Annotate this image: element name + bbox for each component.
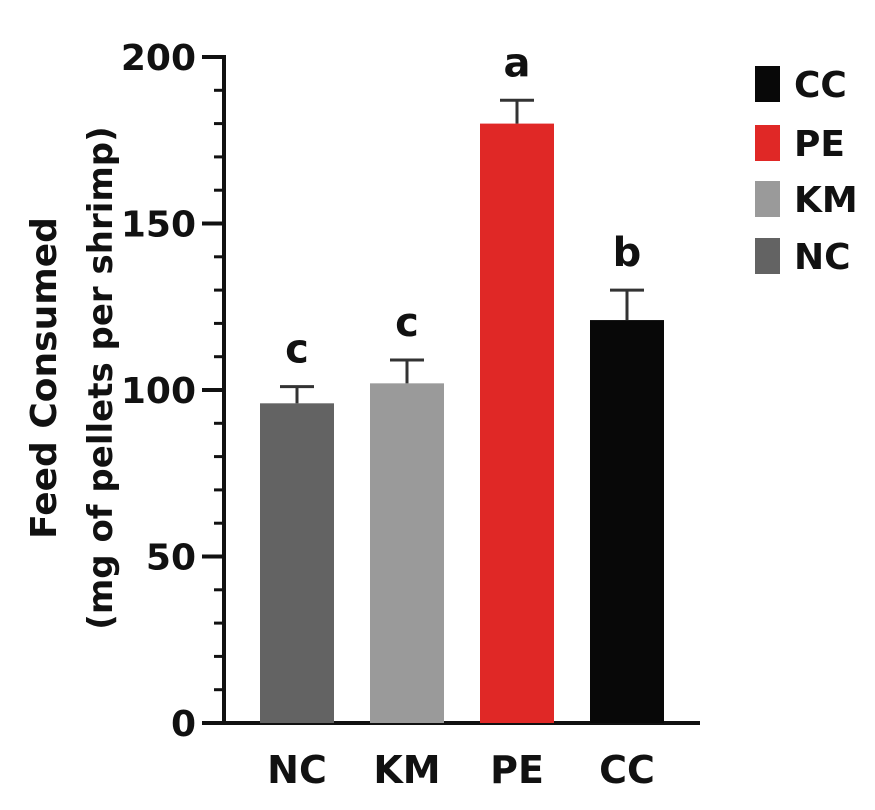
x-tick-label: KM [373,748,440,792]
x-tick-label: NC [267,748,327,792]
bar-km [370,383,444,723]
bars: c NC c KM a PE b CC [260,40,664,792]
y-tick-label: 150 [121,205,196,246]
legend-label-nc: NC [794,237,851,278]
x-tick-label: PE [490,748,544,792]
significance-letter-km: c [395,300,419,346]
bar-nc [260,403,334,723]
y-axis-label-line1: Feed Consumed [24,217,65,539]
legend-swatch-km [755,181,780,217]
legend: CC PE KM NC [755,65,858,278]
y-tick-label: 200 [121,38,196,79]
significance-letter-cc: b [613,230,642,276]
legend-swatch-pe [755,125,780,161]
legend-label-km: KM [794,180,858,221]
legend-label-pe: PE [794,124,845,165]
legend-swatch-cc [755,66,780,102]
significance-letter-pe: a [504,40,531,86]
significance-letter-nc: c [285,327,309,373]
y-tick-label: 0 [171,704,196,745]
y-axis-label-line2: (mg of pellets per shrimp) [81,126,121,629]
y-tick-label: 100 [121,371,196,412]
bar-cc [590,320,664,723]
y-tick-label: 50 [146,538,196,579]
x-tick-label: CC [599,748,655,792]
bar-pe [480,123,554,724]
legend-label-cc: CC [794,65,847,106]
legend-swatch-nc [755,238,780,274]
